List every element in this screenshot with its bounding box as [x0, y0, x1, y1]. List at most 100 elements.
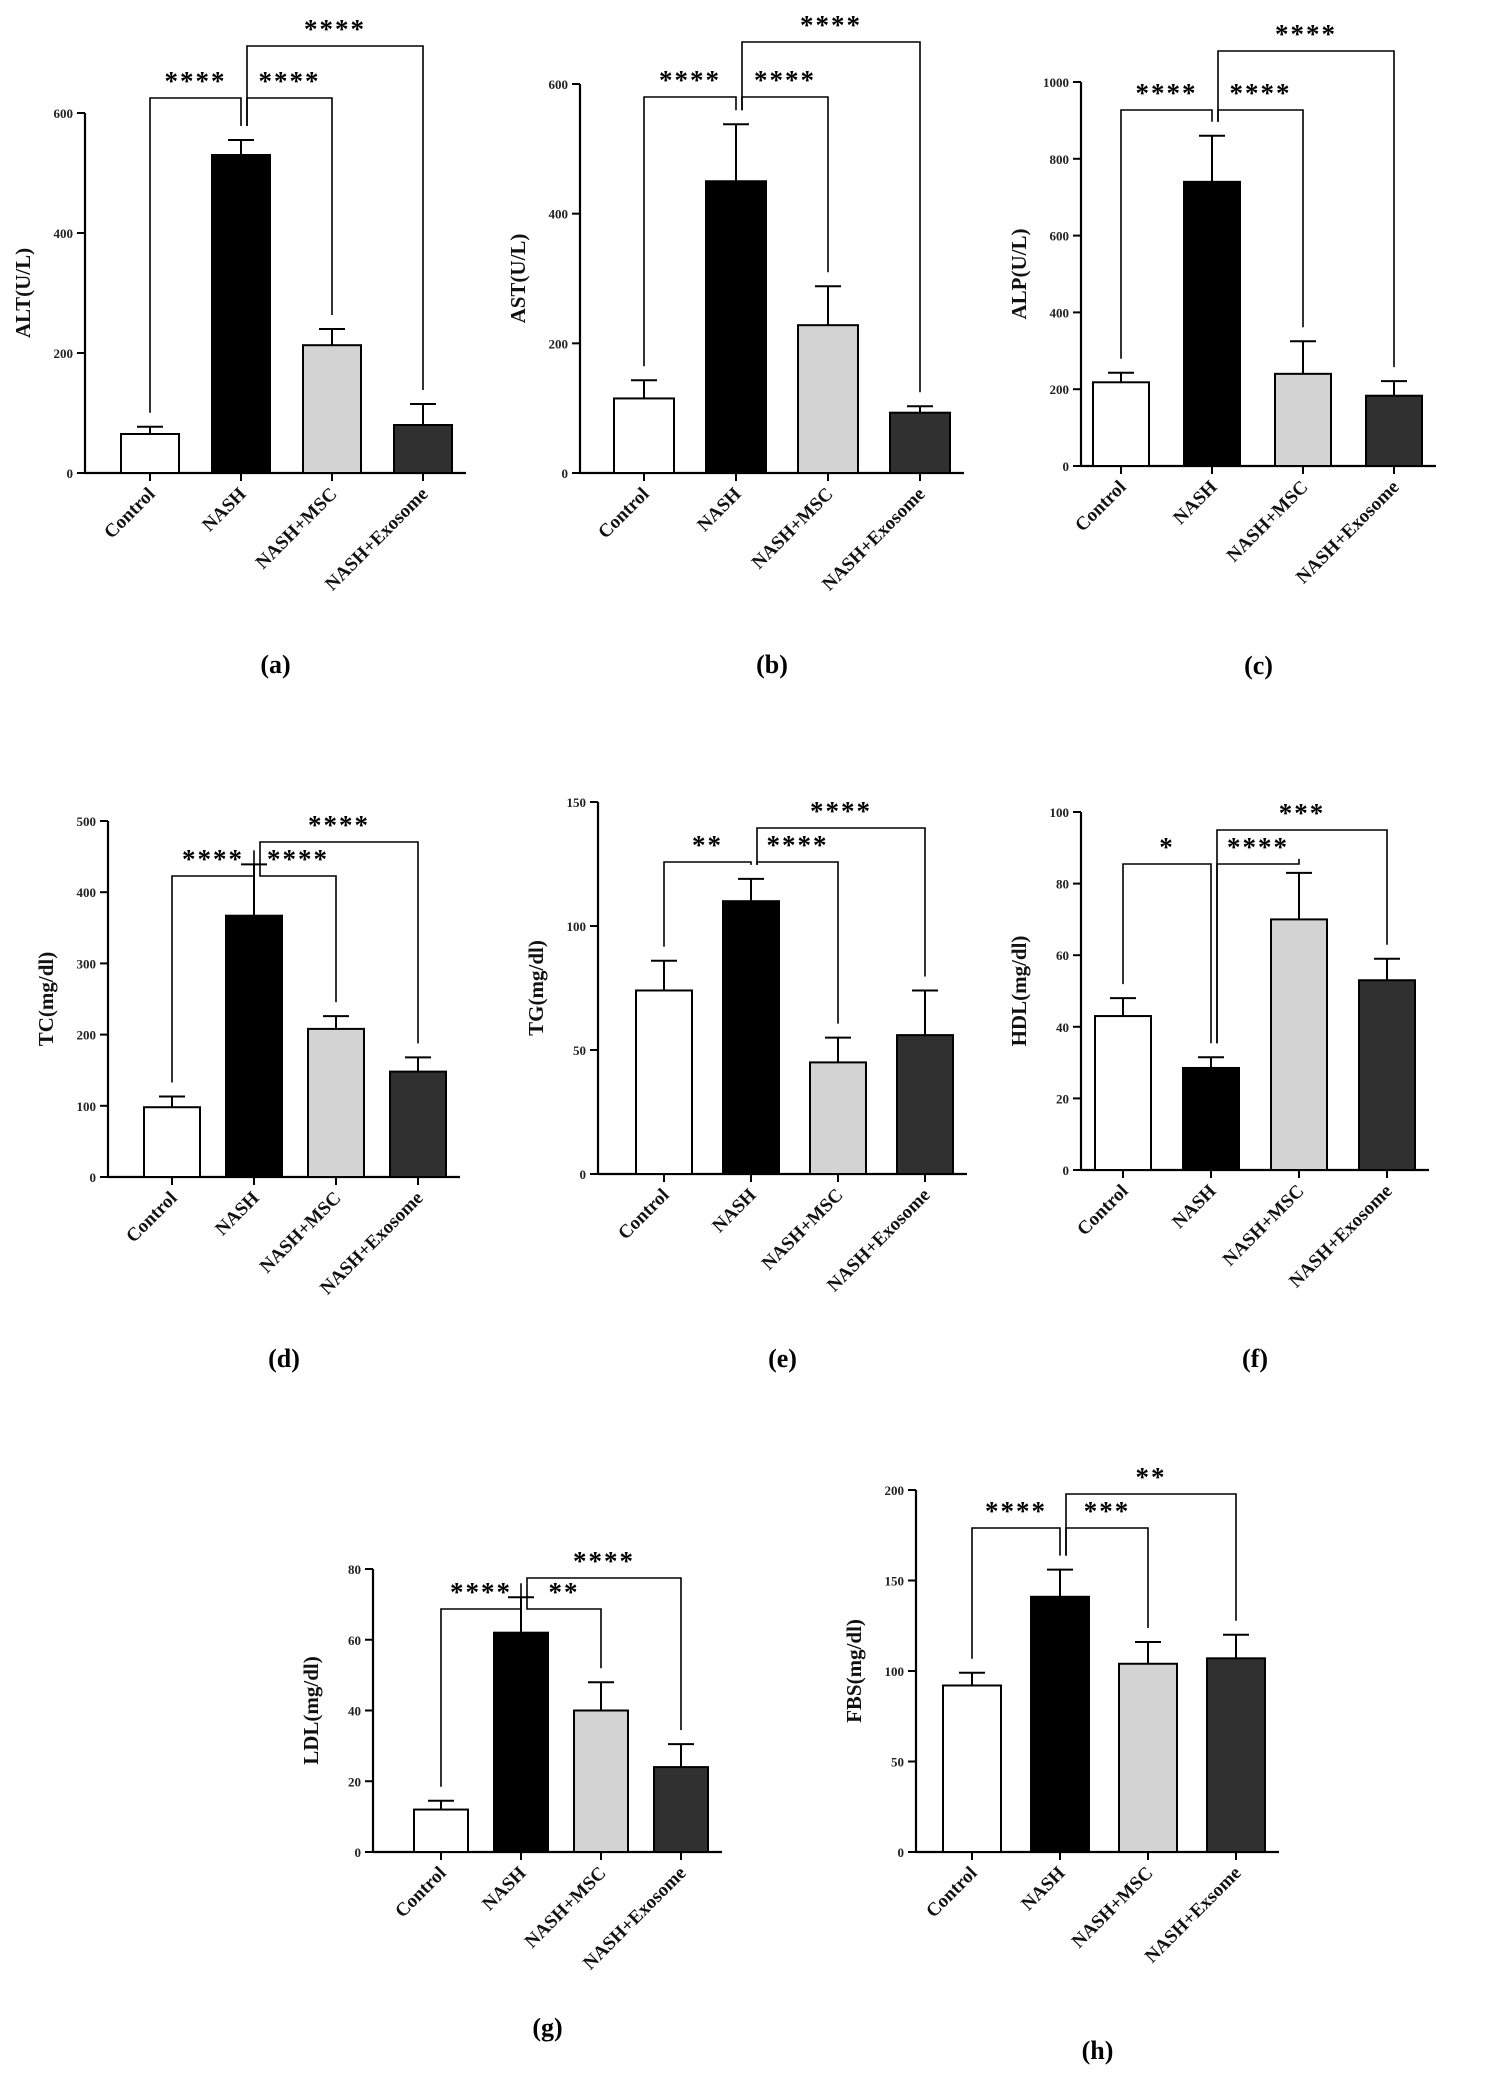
y-tick-label: 50: [573, 1043, 586, 1058]
significance-label: **: [549, 1577, 580, 1607]
y-tick-label: 60: [348, 1633, 361, 1648]
bar: [809, 1061, 867, 1176]
bar: [1206, 1657, 1266, 1853]
chart-panel-f: 0 20 40 60 80 100 HDL(mg/dl) Control NASHNASH+MS…: [1007, 798, 1429, 1373]
y-axis-title: LDL(mg/dl): [299, 1656, 323, 1765]
x-tick-label: NASH+MSC: [748, 484, 838, 574]
significance-bracket: [1065, 1493, 1237, 1621]
y-tick-label: 80: [348, 1562, 361, 1577]
x-tick-label: Control: [391, 1863, 450, 1922]
panel-label: (c): [1244, 651, 1273, 680]
y-tick-label: 0: [898, 1845, 905, 1860]
significance-bracket: [643, 96, 737, 367]
significance-label: ****: [182, 844, 244, 874]
significance-label: ****: [573, 1546, 635, 1576]
significance-label: ****: [659, 65, 721, 95]
significance-label: ****: [450, 1577, 512, 1607]
bar: [942, 1684, 1002, 1853]
bar: [1092, 381, 1150, 467]
bar: [493, 1631, 549, 1854]
y-axis-title: ALT(U/L): [11, 248, 35, 338]
significance-bracket: [259, 841, 419, 1044]
y-tick-label: 150: [567, 795, 587, 810]
significance-bracket: [526, 1583, 602, 1669]
significance-label: ****: [1227, 832, 1289, 862]
chart-panel-d: 0 100 200 300 400 500 TC(mg/dl) Control NASHNASH…: [34, 810, 460, 1373]
significance-label: *: [1159, 832, 1175, 862]
y-axis-title: HDL(mg/dl): [1007, 936, 1031, 1047]
bar: [1358, 979, 1416, 1172]
significance-bracket: [246, 45, 424, 390]
x-tick-label: NASH: [1017, 1863, 1069, 1915]
significance-bracket: [971, 1527, 1061, 1659]
y-tick-label: 0: [355, 1845, 362, 1860]
y-tick-label: 200: [54, 346, 74, 361]
significance-label: ****: [308, 810, 370, 840]
significance-label: **: [1136, 1462, 1167, 1492]
x-tick-label: NASH+MSC: [252, 484, 342, 574]
x-tick-label: NASH: [708, 1185, 760, 1237]
y-axis-title: ALP(U/L): [1007, 229, 1031, 320]
bar: [1182, 1066, 1240, 1171]
bar: [393, 424, 453, 474]
y-tick-label: 1000: [1043, 75, 1069, 90]
y-tick-label: 600: [549, 77, 569, 92]
bar: [797, 324, 859, 474]
bar: [613, 397, 675, 475]
significance-label: ***: [1279, 798, 1326, 828]
y-tick-label: 150: [885, 1574, 905, 1589]
significance-label: ****: [1275, 19, 1337, 49]
chart-panel-h: 0 50 100 150 200 FBS(mg/dl) Control NASHNASH+MS…: [842, 1462, 1279, 2065]
bar: [1183, 180, 1241, 467]
significance-label: ****: [800, 10, 862, 40]
y-tick-label: 400: [54, 226, 74, 241]
significance-bracket: [171, 850, 255, 1083]
significance-label: ****: [165, 66, 227, 96]
significance-bracket: [756, 827, 926, 977]
x-tick-label: NASH: [693, 484, 745, 536]
y-tick-label: 200: [549, 336, 569, 351]
significance-bracket: [440, 1583, 522, 1787]
bar: [896, 1034, 954, 1175]
y-tick-label: 400: [549, 207, 569, 222]
x-tick-label: NASH+MSC: [256, 1188, 346, 1278]
y-tick-label: 600: [1050, 229, 1070, 244]
y-axis-title: AST(U/L): [506, 234, 530, 324]
y-tick-label: 600: [54, 106, 74, 121]
y-axis-title: TG(mg/dl): [524, 940, 548, 1036]
y-tick-label: 200: [885, 1483, 905, 1498]
significance-bracket: [149, 97, 242, 413]
y-tick-label: 0: [90, 1170, 97, 1185]
y-tick-label: 400: [77, 885, 97, 900]
bar: [1030, 1595, 1090, 1854]
y-tick-label: 100: [567, 919, 587, 934]
panel-label: (f): [1242, 1344, 1268, 1373]
x-tick-label: NASH: [1169, 477, 1221, 529]
significance-label: ***: [1084, 1496, 1131, 1526]
bar: [705, 180, 767, 474]
significance-bracket: [1120, 109, 1213, 359]
x-tick-label: NASH+MSC: [758, 1185, 848, 1275]
bar: [889, 411, 951, 474]
significance-bracket: [1217, 50, 1395, 368]
y-tick-label: 50: [891, 1755, 904, 1770]
y-tick-label: 300: [77, 956, 97, 971]
bar: [1365, 394, 1423, 467]
significance-label: ****: [1230, 78, 1292, 108]
bar: [1118, 1662, 1178, 1854]
y-tick-label: 100: [77, 1099, 97, 1114]
x-tick-label: NASH: [198, 484, 250, 536]
y-tick-label: 0: [1063, 1163, 1070, 1178]
x-tick-label: NASH: [1168, 1181, 1220, 1233]
bar: [573, 1709, 629, 1853]
y-tick-label: 0: [562, 466, 569, 481]
bar: [1270, 918, 1328, 1172]
panel-label: (g): [532, 2013, 562, 2042]
bar: [1274, 372, 1332, 467]
y-tick-label: 40: [348, 1704, 361, 1719]
y-tick-label: 40: [1056, 1020, 1069, 1035]
bar: [211, 154, 271, 474]
y-tick-label: 0: [1063, 459, 1070, 474]
